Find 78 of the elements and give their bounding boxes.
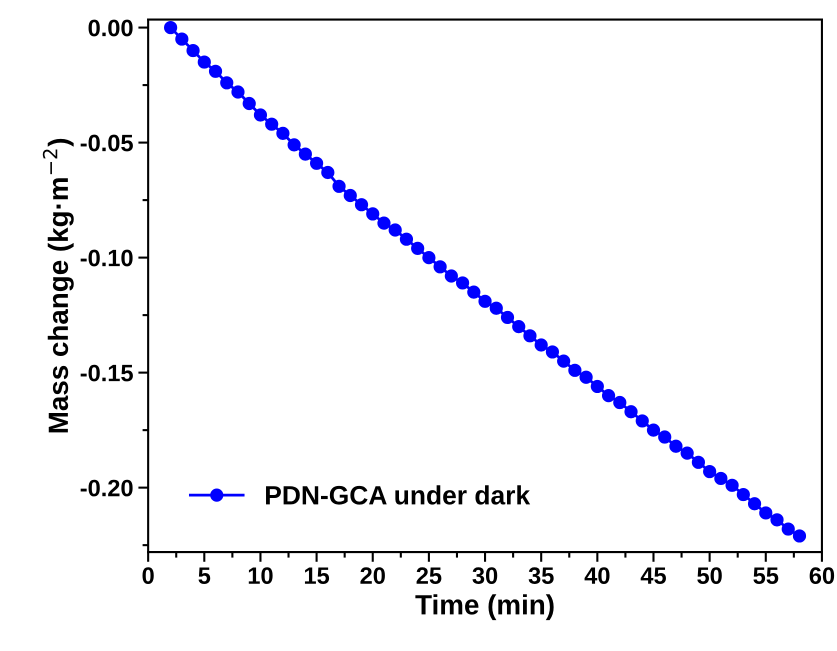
point bbox=[636, 414, 649, 428]
point bbox=[512, 320, 526, 334]
point bbox=[265, 118, 278, 131]
y-tick-label: -0.15 bbox=[80, 364, 133, 382]
point bbox=[736, 488, 750, 502]
x-tick-label: 10 bbox=[248, 567, 273, 584]
x-tick-label: 20 bbox=[360, 567, 385, 584]
point bbox=[680, 446, 694, 460]
x-tick-label: 25 bbox=[416, 567, 442, 584]
point bbox=[646, 424, 660, 437]
point bbox=[658, 430, 672, 444]
point bbox=[580, 370, 593, 384]
point bbox=[748, 497, 762, 510]
point bbox=[377, 216, 391, 230]
point bbox=[770, 513, 784, 526]
x-tick-label: 50 bbox=[697, 567, 722, 584]
point bbox=[444, 269, 458, 283]
point bbox=[276, 126, 290, 140]
point bbox=[242, 96, 256, 110]
y-tick-label: -0.10 bbox=[80, 250, 133, 266]
x-tick-label: 45 bbox=[640, 568, 666, 584]
point bbox=[310, 156, 324, 170]
point bbox=[175, 32, 188, 46]
point bbox=[714, 472, 728, 486]
point bbox=[669, 440, 683, 453]
x-tick-label: 55 bbox=[753, 568, 778, 584]
point bbox=[534, 338, 548, 352]
point bbox=[759, 506, 772, 520]
y-tick-label: -0.05 bbox=[80, 134, 133, 152]
point bbox=[422, 251, 436, 264]
x-tick-label: 30 bbox=[472, 567, 498, 584]
y-tick-label: -0.20 bbox=[80, 480, 133, 496]
point bbox=[298, 148, 312, 161]
legend-label: PDN-GCA under dark bbox=[266, 485, 530, 505]
point bbox=[321, 166, 334, 180]
point bbox=[208, 64, 222, 78]
point bbox=[288, 138, 301, 152]
point bbox=[344, 188, 357, 202]
point bbox=[792, 529, 806, 543]
x-tick-label: 5 bbox=[198, 568, 210, 584]
y-tick-label: 0.00 bbox=[88, 20, 133, 36]
point bbox=[467, 286, 480, 299]
x-tick-label: 40 bbox=[584, 567, 610, 584]
point bbox=[220, 76, 234, 90]
point bbox=[186, 44, 200, 58]
point bbox=[254, 108, 268, 122]
point bbox=[590, 380, 604, 394]
point bbox=[411, 242, 424, 256]
point bbox=[726, 478, 739, 492]
point bbox=[388, 223, 402, 237]
x-tick-label: 0 bbox=[142, 567, 154, 584]
point bbox=[557, 354, 570, 368]
point bbox=[490, 302, 503, 315]
point bbox=[456, 276, 470, 290]
point bbox=[500, 310, 514, 324]
point bbox=[782, 522, 795, 536]
x-axis-title: Time (min) bbox=[415, 594, 554, 620]
x-tick-label: 35 bbox=[528, 567, 554, 584]
point bbox=[198, 55, 211, 69]
point bbox=[164, 20, 178, 34]
point bbox=[602, 389, 616, 402]
point bbox=[523, 329, 537, 342]
point bbox=[366, 207, 380, 220]
point bbox=[478, 294, 492, 308]
y-axis-title: Mass change (kg·m$^{−2}$) bbox=[42, 138, 74, 432]
x-tick-label: 60 bbox=[810, 567, 834, 584]
point bbox=[613, 396, 626, 410]
point bbox=[624, 405, 638, 418]
point bbox=[400, 232, 414, 246]
point bbox=[703, 464, 716, 478]
point bbox=[692, 456, 706, 469]
x-tick-label: 15 bbox=[304, 568, 330, 584]
point bbox=[568, 364, 582, 377]
point bbox=[434, 260, 447, 274]
point bbox=[546, 345, 560, 359]
point bbox=[354, 198, 368, 212]
point bbox=[231, 85, 245, 99]
point bbox=[332, 180, 346, 193]
